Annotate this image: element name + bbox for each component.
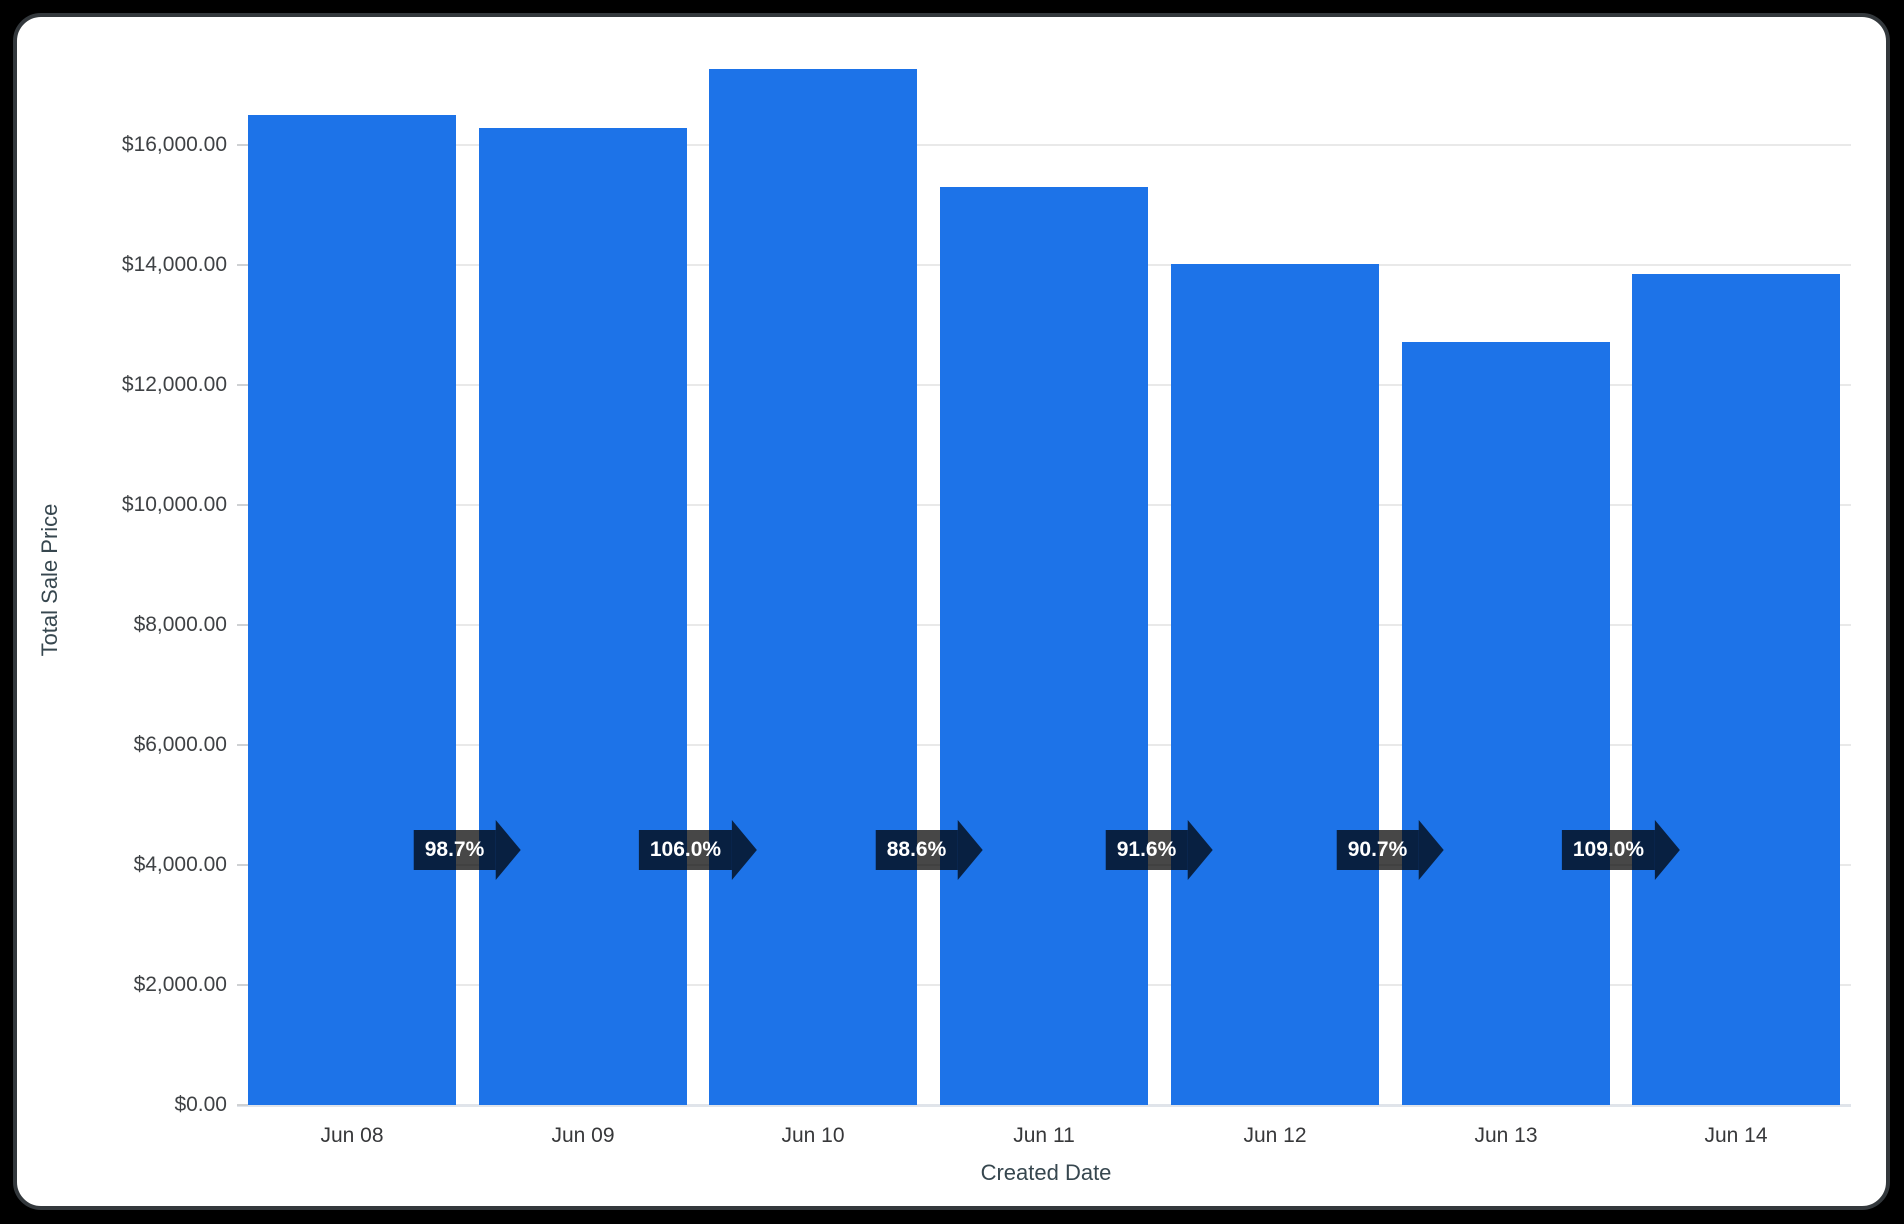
bar-jun-08[interactable] (248, 115, 456, 1105)
y-axis-tick-label: $12,000.00 (121, 373, 227, 396)
ratio-arrow-label: 106.0% (649, 838, 722, 861)
ratio-arrow-box: 90.7% (1336, 830, 1419, 870)
gridline (237, 144, 1851, 146)
x-axis-tick-label: Jun 09 (551, 1124, 615, 1147)
y-axis-tick-mark (237, 984, 248, 986)
arrow-head-icon (1655, 820, 1681, 880)
arrow-head-icon (732, 820, 758, 880)
x-axis-tick-label: Jun 13 (1474, 1124, 1538, 1147)
y-axis-tick-label: $10,000.00 (121, 493, 227, 516)
x-axis-baseline (237, 1104, 1851, 1107)
ratio-arrow-label: 90.7% (1347, 838, 1408, 861)
arrow-head-icon (1187, 820, 1213, 880)
bar-jun-10[interactable] (709, 69, 917, 1105)
ratio-arrow-box: 91.6% (1105, 830, 1188, 870)
x-axis-tick-label: Jun 14 (1704, 1124, 1768, 1147)
y-axis-tick-label: $0.00 (174, 1093, 227, 1116)
y-axis-tick-label: $14,000.00 (121, 253, 227, 276)
ratio-arrow: 88.6% (875, 820, 983, 880)
y-axis-tick-mark (237, 264, 248, 266)
ratio-arrow: 98.7% (413, 820, 521, 880)
y-axis-tick-mark (237, 504, 248, 506)
y-axis-tick-label: $6,000.00 (133, 733, 227, 756)
y-axis-tick-mark (237, 624, 248, 626)
ratio-arrow-box: 109.0% (1561, 830, 1656, 870)
y-axis-tick-mark (237, 384, 248, 386)
y-axis-tick-label: $16,000.00 (121, 133, 227, 156)
ratio-arrow-label: 109.0% (1572, 838, 1645, 861)
y-axis-tick-mark (237, 864, 248, 866)
y-axis-tick-mark (237, 144, 248, 146)
bar-jun-13[interactable] (1402, 342, 1610, 1105)
arrow-head-icon (495, 820, 521, 880)
y-axis-tick-mark (237, 1104, 248, 1106)
ratio-arrow-label: 91.6% (1116, 838, 1177, 861)
ratio-arrow-box: 88.6% (875, 830, 958, 870)
ratio-arrow-label: 88.6% (886, 838, 947, 861)
bar-jun-12[interactable] (1171, 264, 1379, 1105)
ratio-arrow: 90.7% (1336, 820, 1444, 880)
arrow-head-icon (1418, 820, 1444, 880)
ratio-arrow: 109.0% (1561, 820, 1681, 880)
y-axis-title: Total Sale Price (37, 503, 62, 657)
x-axis-tick-label: Jun 08 (320, 1124, 384, 1147)
ratio-arrow-box: 98.7% (413, 830, 496, 870)
ratio-arrow-label: 98.7% (424, 838, 485, 861)
y-axis-tick-label: $4,000.00 (133, 853, 227, 876)
ratio-arrow-box: 106.0% (638, 830, 733, 870)
x-axis-tick-label: Jun 12 (1243, 1124, 1307, 1147)
y-axis-tick-label: $8,000.00 (133, 613, 227, 636)
ratio-arrow: 91.6% (1105, 820, 1213, 880)
bar-jun-11[interactable] (940, 187, 1148, 1105)
x-axis-title: Created Date (980, 1160, 1112, 1185)
x-axis-tick-label: Jun 10 (781, 1124, 845, 1147)
y-axis-tick-mark (237, 744, 248, 746)
bar-jun-14[interactable] (1632, 274, 1840, 1105)
y-axis-tick-label: $2,000.00 (133, 973, 227, 996)
ratio-arrow: 106.0% (638, 820, 758, 880)
arrow-head-icon (957, 820, 983, 880)
bar-jun-09[interactable] (479, 128, 687, 1105)
x-axis-tick-label: Jun 11 (1013, 1124, 1075, 1147)
